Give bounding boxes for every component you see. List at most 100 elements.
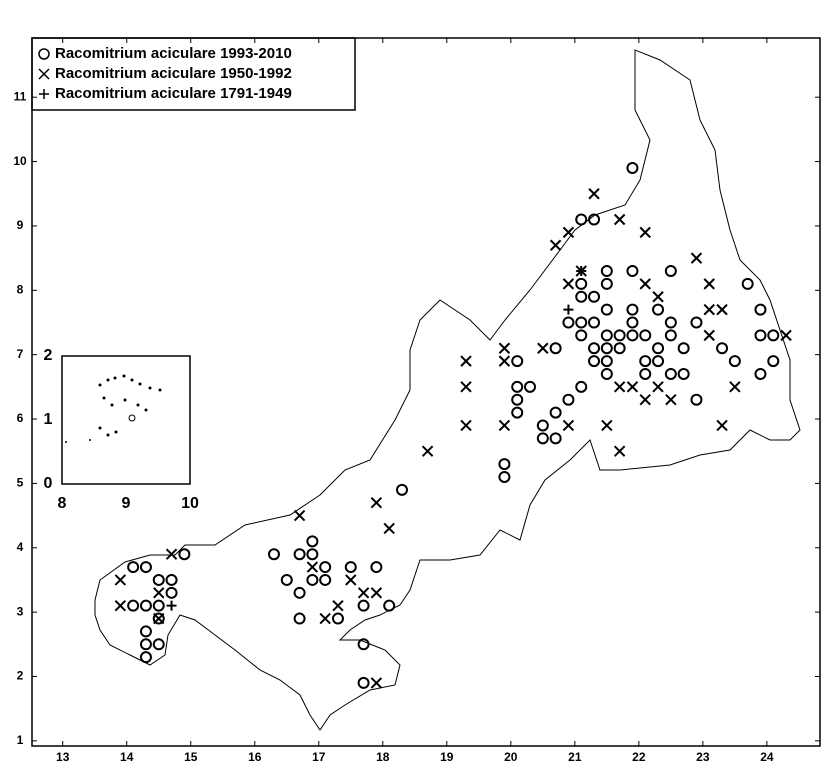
- record-point: [563, 304, 574, 315]
- record-point: [754, 303, 767, 316]
- record-point: [588, 188, 600, 200]
- record-point: [319, 612, 331, 625]
- y-tick-label: 0: [44, 475, 53, 492]
- record-point: [357, 599, 370, 612]
- record-point: [626, 381, 639, 393]
- record-point: [728, 355, 741, 368]
- record-point: [498, 419, 511, 432]
- legend-marker: [38, 48, 50, 60]
- record-point: [293, 586, 306, 599]
- record-point: [613, 329, 626, 342]
- record-point: [690, 252, 703, 264]
- record-point: [767, 329, 780, 342]
- record-point: [139, 625, 152, 638]
- record-point: [600, 355, 613, 368]
- scilly-islands: [65, 374, 162, 443]
- legend-box: [31, 37, 356, 111]
- y-tick-label: 8: [17, 282, 24, 296]
- record-point: [370, 561, 383, 573]
- x-tick-label: 23: [696, 750, 710, 764]
- y-tick-label: 10: [13, 154, 27, 168]
- record-point: [383, 599, 396, 612]
- record-point: [626, 316, 639, 329]
- x-tick-label: 16: [248, 750, 262, 764]
- record-point: [575, 277, 588, 290]
- y-tick-label: 2: [44, 347, 53, 364]
- record-point: [601, 419, 613, 432]
- record-point: [460, 419, 472, 432]
- record-point: [575, 290, 588, 303]
- record-point: [639, 329, 652, 342]
- record-point: [664, 316, 677, 329]
- record-point: [152, 599, 165, 612]
- x-tick-label: 17: [312, 750, 326, 764]
- record-point: [536, 419, 549, 432]
- record-point: [665, 394, 677, 406]
- record-point: [754, 329, 767, 342]
- x-tick-label: 8: [58, 495, 67, 512]
- record-point: [280, 574, 293, 586]
- record-point: [741, 277, 754, 290]
- legend-marker: [39, 89, 49, 99]
- record-point: [703, 303, 715, 316]
- record-point: [370, 496, 383, 509]
- x-tick-label: 15: [184, 750, 198, 764]
- record-point: [165, 586, 178, 599]
- record-point: [293, 548, 306, 561]
- record-point: [114, 599, 127, 612]
- record-point: [716, 303, 728, 316]
- record-point: [165, 574, 178, 586]
- record-point: [780, 329, 792, 342]
- y-tick-label: 3: [17, 604, 24, 618]
- coastline: [94, 49, 801, 731]
- record-point: [178, 548, 191, 561]
- record-point: [511, 393, 524, 406]
- record-point: [690, 316, 703, 329]
- record-point: [344, 561, 357, 573]
- legend-label: Racomitrium aciculare 1950-1992: [55, 65, 292, 82]
- record-point: [370, 587, 383, 599]
- record-point: [767, 355, 780, 368]
- record-point: [460, 355, 472, 367]
- record-point: [613, 342, 626, 355]
- y-tick-label: 1: [44, 411, 53, 428]
- record-point: [383, 522, 395, 535]
- record-point: [421, 445, 434, 457]
- record-point: [139, 638, 152, 651]
- record-point: [600, 265, 613, 277]
- record-point: [562, 419, 575, 432]
- record-point: [549, 342, 562, 355]
- record-point: [139, 651, 152, 664]
- record-point: [576, 265, 587, 276]
- y-tick-label: 4: [17, 540, 24, 554]
- record-point: [652, 355, 665, 368]
- record-point: [716, 342, 729, 355]
- record-point: [498, 355, 511, 367]
- record-point: [549, 239, 562, 251]
- record-point: [332, 599, 344, 612]
- record-point: [716, 419, 728, 432]
- record-point: [664, 329, 677, 342]
- x-tick-label: 20: [504, 750, 518, 764]
- record-point: [626, 162, 639, 174]
- record-point: [562, 316, 575, 329]
- record-point: [588, 290, 601, 303]
- record-point: [575, 213, 588, 226]
- record-point: [613, 445, 626, 457]
- x-tick-label: 22: [632, 750, 646, 764]
- record-point: [639, 355, 652, 368]
- record-point: [600, 277, 613, 290]
- record-point: [370, 677, 383, 689]
- record-point: [600, 303, 613, 316]
- y-tick-label: 1: [17, 733, 24, 747]
- record-point: [588, 342, 601, 355]
- record-point: [639, 394, 651, 406]
- x-tick-label: 10: [181, 495, 199, 512]
- record-point: [588, 355, 601, 368]
- record-point: [729, 381, 741, 393]
- record-point: [575, 316, 588, 329]
- record-point: [703, 278, 715, 290]
- record-point: [498, 342, 511, 354]
- x-tick-label: 14: [120, 750, 134, 764]
- record-point: [562, 226, 575, 239]
